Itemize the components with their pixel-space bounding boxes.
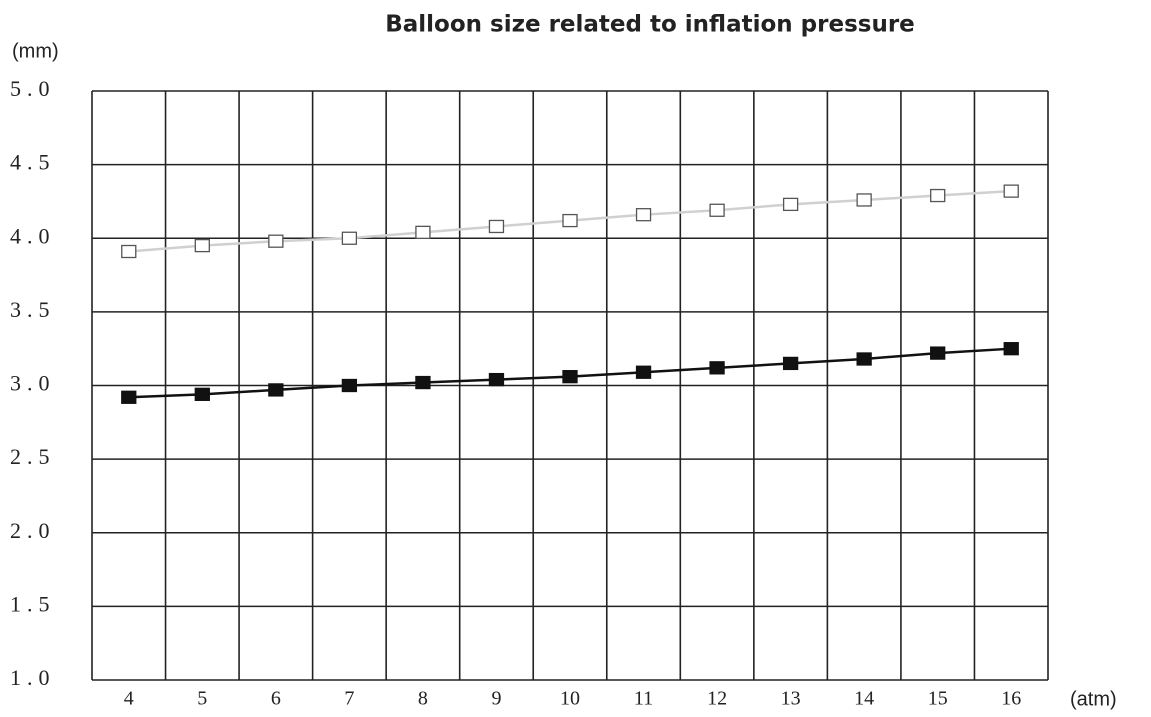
x-tick-label: 12	[707, 688, 727, 710]
x-tick-label: 15	[928, 688, 948, 710]
x-axis-label: (atm)	[1070, 688, 1117, 710]
marker	[856, 193, 872, 207]
y-tick-label: 5.0	[10, 76, 56, 101]
x-tick-label: 6	[271, 688, 281, 710]
marker	[856, 352, 872, 366]
marker	[782, 197, 799, 212]
marker	[635, 365, 652, 379]
marker	[930, 346, 946, 360]
x-tick-label: 4	[124, 688, 134, 710]
y-tick-label: 3.0	[10, 371, 56, 396]
marker	[562, 370, 578, 384]
marker	[488, 372, 505, 387]
x-tick-label: 14	[854, 688, 874, 710]
y-axis-label: (mm)	[12, 40, 59, 62]
x-tick-label: 5	[197, 688, 207, 710]
y-tick-label: 2.0	[10, 518, 56, 543]
marker	[415, 225, 431, 240]
y-tick-label: 4.5	[10, 150, 56, 175]
marker	[194, 238, 210, 253]
marker	[488, 219, 505, 234]
y-tick-label: 3.5	[10, 297, 56, 322]
marker	[709, 361, 725, 375]
x-tick-label: 10	[560, 688, 580, 710]
y-tick-label: 4.0	[10, 223, 56, 248]
marker	[562, 213, 578, 228]
x-tick-label: 16	[1001, 688, 1021, 710]
y-tick-label: 2.5	[10, 444, 56, 469]
x-tick-label: 11	[634, 688, 653, 710]
marker	[635, 208, 652, 222]
x-tick-label: 13	[781, 688, 801, 710]
marker	[194, 387, 210, 401]
marker	[121, 390, 137, 404]
marker	[782, 356, 799, 371]
marker	[268, 383, 284, 397]
y-tick-label: 1.5	[10, 591, 56, 616]
x-tick-label: 7	[344, 688, 354, 710]
marker	[341, 378, 358, 393]
chart-title: Balloon size related to inflation pressu…	[385, 12, 915, 38]
marker	[709, 203, 725, 217]
marker	[341, 231, 358, 245]
marker	[415, 375, 431, 390]
x-tick-label: 9	[491, 688, 501, 710]
marker	[1003, 184, 1019, 198]
marker	[121, 244, 137, 259]
y-tick-label: 1.0	[10, 665, 56, 690]
marker	[1003, 342, 1019, 356]
x-tick-label: 8	[418, 688, 428, 710]
marker	[930, 188, 946, 203]
marker	[268, 234, 284, 248]
